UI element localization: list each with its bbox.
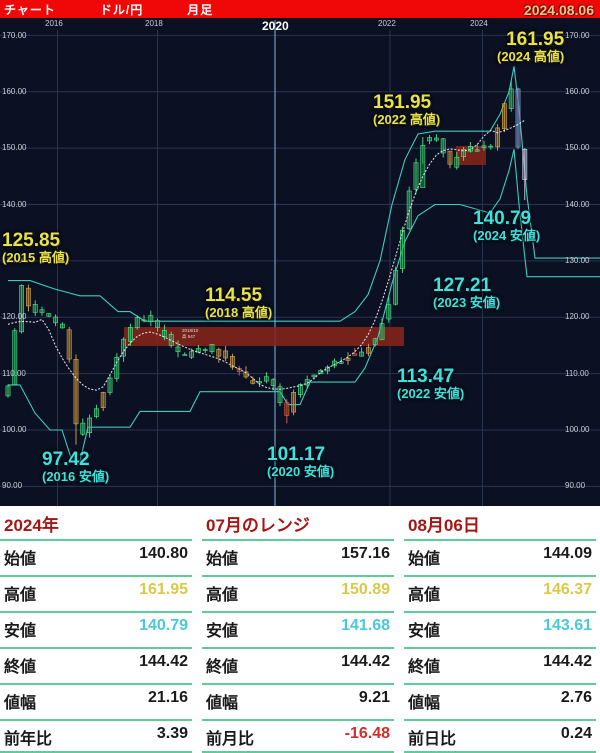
svg-text:2018/10: 2018/10 (182, 328, 199, 333)
svg-text:高 547: 高 547 (182, 333, 196, 340)
